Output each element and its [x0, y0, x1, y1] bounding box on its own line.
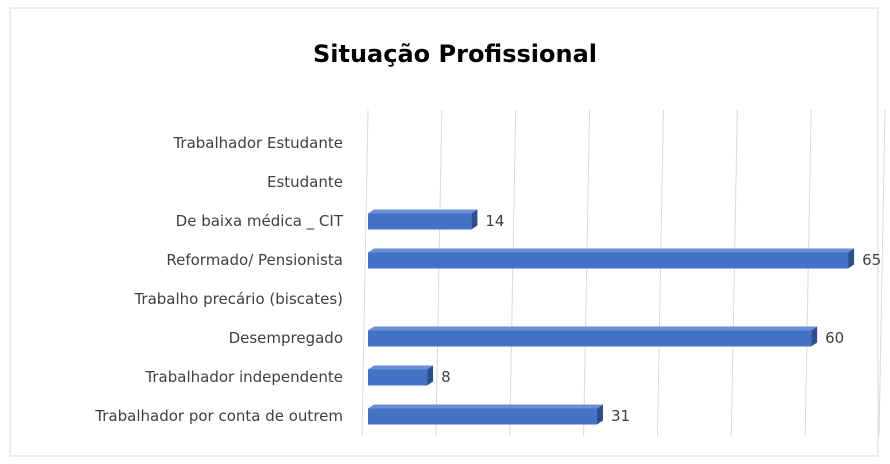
bar-side: [471, 209, 478, 230]
y-tick-label: Trabalhador por conta de outrem: [94, 407, 343, 425]
grid-line: [583, 109, 591, 437]
data-label: 31: [611, 407, 630, 425]
y-tick-label: Trabalho precário (biscates): [133, 290, 343, 308]
bar-front: [368, 213, 472, 230]
grid-line: [509, 109, 517, 437]
bar-side: [811, 326, 818, 347]
y-tick-label: Trabalhador Estudante: [172, 134, 343, 152]
grid-line: [656, 109, 664, 437]
data-label: 8: [441, 368, 451, 386]
y-tick-label: Desempregado: [229, 329, 343, 347]
bar-side: [427, 365, 434, 386]
bar-front: [368, 330, 812, 347]
y-tick-label: Estudante: [267, 173, 343, 191]
bar: [368, 404, 603, 425]
grid-line: [435, 109, 443, 437]
bar-front: [368, 408, 597, 425]
grid-line: [730, 109, 738, 437]
data-label: 14: [485, 212, 504, 230]
bar: [368, 326, 818, 347]
bar-side: [596, 404, 603, 425]
y-tick-label: Reformado/ Pensionista: [166, 251, 343, 269]
grid-line: [804, 109, 812, 437]
y-tick-label: De baixa médica _ CIT: [176, 212, 344, 231]
bar-top: [368, 404, 603, 409]
bar-front: [368, 369, 428, 386]
bar: [368, 248, 855, 269]
data-label: 65: [862, 251, 881, 269]
bar-top: [368, 326, 818, 331]
bar-front: [368, 252, 849, 269]
bar-side: [848, 248, 855, 269]
data-label: 60: [825, 329, 844, 347]
chart-border: [9, 7, 879, 457]
bar: [368, 365, 434, 386]
grid-line: [878, 109, 886, 437]
grid-line: [361, 109, 369, 437]
bar-top: [368, 209, 478, 214]
chart-title: Situação Profissional: [313, 40, 597, 68]
bar-top: [368, 248, 855, 253]
bar: [368, 209, 478, 230]
y-tick-label: Trabalhador independente: [144, 368, 343, 386]
bar-top: [368, 365, 434, 370]
